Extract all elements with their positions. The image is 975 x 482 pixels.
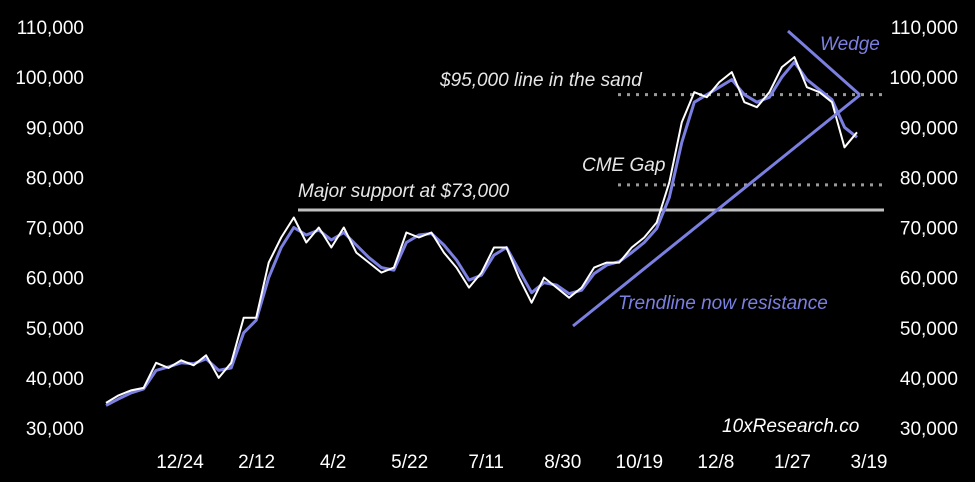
x-tick: 3/19 [851, 452, 888, 473]
x-tick: 5/22 [391, 452, 428, 473]
trendline-label: Trendline now resistance [618, 293, 828, 314]
wedge-label: Wedge [820, 34, 880, 55]
y-tick-right: 80,000 [900, 168, 958, 189]
y-tick-right: 70,000 [900, 219, 958, 240]
cme-gap-label: CME Gap [582, 155, 665, 176]
y-tick-left: 110,000 [17, 18, 84, 39]
y-tick-right: 110,000 [891, 18, 958, 39]
level-lines [298, 93, 884, 212]
series-group [105, 56, 858, 407]
x-axis: 12/24 2/12 4/2 5/22 7/11 8/30 10/19 12/8 1/27 3/1… [156, 452, 887, 473]
source-label: 10xResearch.co [722, 416, 859, 437]
y-tick-left: 80,000 [26, 168, 84, 189]
x-tick: 8/30 [544, 452, 581, 473]
y-tick-right: 90,000 [900, 118, 958, 139]
y-tick-right: 30,000 [900, 419, 958, 440]
x-tick: 7/11 [468, 452, 504, 473]
moving-average-line [105, 60, 858, 407]
annotations: Major support at $73,000 $95,000 line in… [298, 34, 880, 437]
x-tick: 10/19 [616, 452, 664, 473]
support-label: Major support at $73,000 [298, 181, 510, 202]
y-tick-left: 50,000 [26, 319, 84, 340]
y-tick-left: 100,000 [15, 68, 84, 89]
x-tick: 1/27 [774, 452, 811, 473]
y-tick-left: 90,000 [26, 118, 84, 139]
x-tick: 2/12 [238, 452, 275, 473]
y-axis-left: 110,000 100,000 90,000 80,000 70,000 60,000 50… [15, 18, 84, 440]
x-tick: 4/2 [320, 452, 346, 473]
falling-wedge-line [787, 29, 861, 97]
trendlines [572, 29, 861, 328]
y-tick-left: 40,000 [26, 369, 84, 390]
y-tick-right: 40,000 [900, 369, 958, 390]
price-line [105, 56, 858, 404]
rising-trendline [572, 93, 861, 328]
y-axis-right: 110,000 100,000 90,000 80,000 70,000 60,000 50… [889, 18, 958, 440]
y-tick-left: 70,000 [26, 219, 84, 240]
y-tick-left: 60,000 [26, 269, 84, 290]
line-in-sand-label: $95,000 line in the sand [439, 70, 643, 91]
x-tick: 12/8 [697, 452, 734, 473]
y-tick-left: 30,000 [26, 419, 84, 440]
y-tick-right: 60,000 [900, 269, 958, 290]
x-tick: 12/24 [156, 452, 204, 473]
y-tick-right: 100,000 [889, 68, 958, 89]
y-tick-right: 50,000 [900, 319, 958, 340]
